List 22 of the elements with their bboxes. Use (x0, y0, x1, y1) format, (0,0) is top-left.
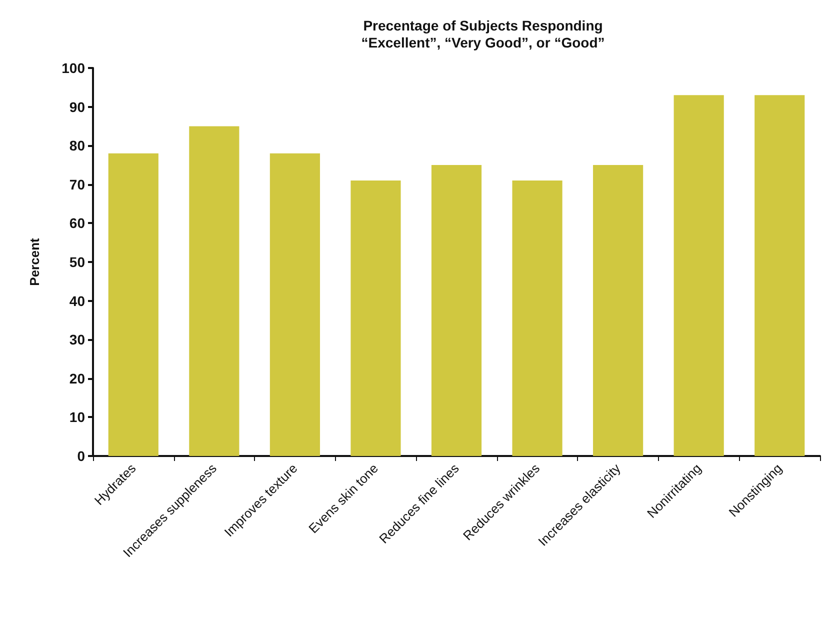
bar (189, 126, 240, 456)
y-tick-label: 90 (69, 98, 86, 115)
y-axis-title: Percent (27, 237, 42, 286)
bar (350, 180, 401, 456)
bar (593, 165, 644, 456)
y-tick-label: 40 (69, 292, 86, 309)
bar (270, 153, 320, 456)
y-tick-label: 80 (69, 138, 86, 154)
bar (754, 95, 805, 456)
y-tick-label: 30 (69, 332, 86, 348)
y-tick-label: 10 (69, 409, 86, 426)
y-tick-label: 70 (69, 176, 86, 192)
y-tick-label: 0 (77, 448, 86, 464)
bar (674, 95, 724, 456)
bar (108, 153, 158, 456)
chart-title: Precentage of Subjects Responding “Excellent”, “Very Good”, or “Good” (361, 18, 605, 50)
y-tick-label: 50 (69, 254, 86, 270)
y-tick-label: 100 (62, 60, 86, 76)
y-tick-label: 20 (69, 370, 86, 386)
bar (431, 165, 482, 456)
y-tick-label: 60 (69, 215, 86, 232)
bar (512, 180, 562, 456)
